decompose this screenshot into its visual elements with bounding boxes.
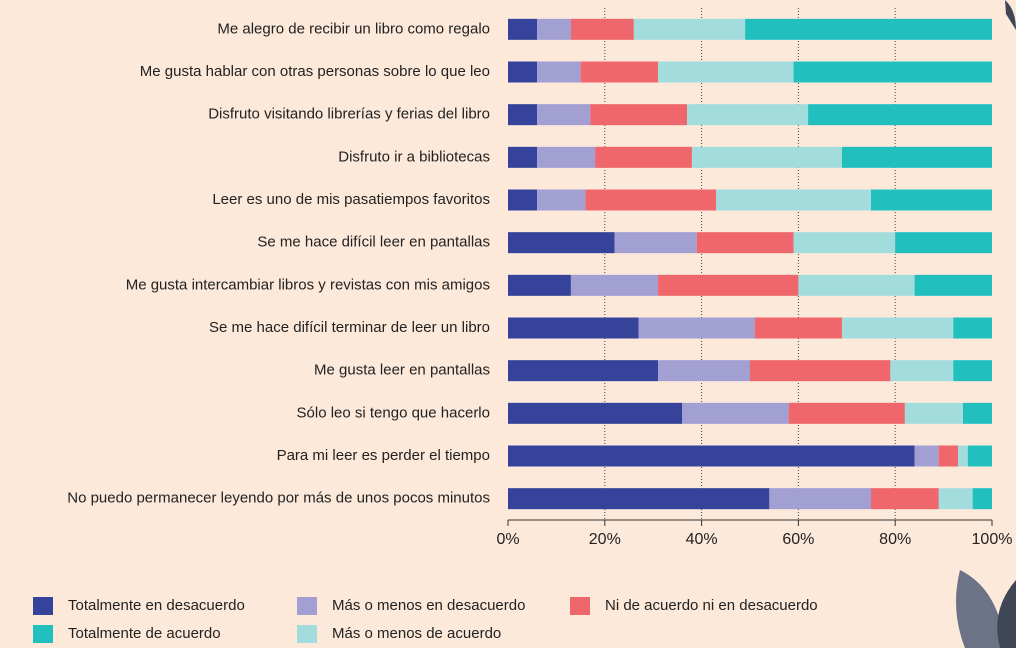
bar-segment <box>537 61 581 83</box>
y-tick-label: Se me hace difícil leer en pantallas <box>257 234 490 251</box>
bar-segment <box>904 402 963 424</box>
leaf <box>1005 0 1016 30</box>
x-tick-label: 0% <box>496 531 519 548</box>
bar-segment <box>696 232 794 254</box>
y-tick-label: Se me hace difícil terminar de leer un l… <box>209 319 490 336</box>
bar-segment <box>508 104 538 126</box>
bar-segment <box>914 274 992 296</box>
bar-segment <box>633 18 746 40</box>
bar-segment <box>793 61 992 83</box>
bar-segment <box>508 18 538 40</box>
bar-segment <box>508 61 538 83</box>
legend-swatch <box>33 597 53 615</box>
legend-label: Más o menos de acuerdo <box>332 625 501 642</box>
bar-segment <box>687 104 809 126</box>
bar-segment <box>788 402 905 424</box>
bar-segment <box>537 104 591 126</box>
bar-segment <box>658 61 794 83</box>
y-tick-label: Disfruto visitando librerías y ferias de… <box>208 106 490 123</box>
bar-segment <box>537 146 596 168</box>
bar-segment <box>595 146 692 168</box>
bar-segment <box>754 317 842 339</box>
bar-segment <box>537 189 586 211</box>
bar-segment <box>841 146 992 168</box>
y-tick-label: Para mi leer es perder el tiempo <box>277 447 490 464</box>
bar-segment <box>890 360 954 382</box>
bar-segment <box>590 104 688 126</box>
bar-segment <box>638 317 755 339</box>
bar-segment <box>537 18 571 40</box>
bar-segment <box>953 360 992 382</box>
y-tick-label: Me alegro de recibir un libro como regal… <box>217 20 490 37</box>
legend-swatch <box>297 597 317 615</box>
bar-segment <box>691 146 842 168</box>
bar-segment <box>508 402 683 424</box>
bar-segment <box>841 317 954 339</box>
bar-segment <box>508 146 538 168</box>
bar-segment <box>808 104 992 126</box>
legend-label: Ni de acuerdo ni en desacuerdo <box>605 597 818 614</box>
x-tick-label: 40% <box>686 531 718 548</box>
y-tick-label: Me gusta hablar con otras personas sobre… <box>140 63 490 80</box>
bar-segment <box>962 402 992 424</box>
bar-segment <box>580 61 659 83</box>
x-tick-label: 100% <box>972 531 1013 548</box>
bar-segment <box>938 445 959 467</box>
legend-label: Totalmente en desacuerdo <box>68 597 245 614</box>
legend-label: Totalmente de acuerdo <box>68 625 221 642</box>
bar-segment <box>871 189 992 211</box>
leaf <box>997 580 1016 648</box>
bar-segment <box>972 488 992 510</box>
bar-segment <box>745 18 992 40</box>
y-tick-label: Me gusta intercambiar libros y revistas … <box>126 276 490 293</box>
bar-segment <box>871 488 939 510</box>
bar-segment <box>508 488 770 510</box>
bar-segment <box>798 274 915 296</box>
x-tick-label: 20% <box>589 531 621 548</box>
bar-segment <box>769 488 871 510</box>
bar-segment <box>508 445 915 467</box>
bar-segment <box>895 232 992 254</box>
bar-segment <box>508 232 615 254</box>
bar-segment <box>585 189 717 211</box>
y-tick-label: Sólo leo si tengo que hacerlo <box>297 404 490 421</box>
legend-swatch <box>570 597 590 615</box>
bar-segment <box>682 402 789 424</box>
y-tick-label: No puedo permanecer leyendo por más de u… <box>67 490 490 507</box>
decoration <box>956 0 1016 648</box>
legend-swatch <box>33 625 53 643</box>
bar-segment <box>658 274 799 296</box>
y-tick-label: Leer es uno de mis pasatiempos favoritos <box>212 191 490 208</box>
leaf <box>956 570 1005 648</box>
bar-segment <box>508 189 538 211</box>
bar-segment <box>508 360 659 382</box>
bar-segment <box>508 274 571 296</box>
bar-segment <box>716 189 871 211</box>
x-tick-label: 80% <box>879 531 911 548</box>
bar-segment <box>914 445 939 467</box>
bar-segment <box>953 317 992 339</box>
bar-segment <box>658 360 750 382</box>
bar-segment <box>938 488 973 510</box>
x-tick-label: 60% <box>782 531 814 548</box>
legend-swatch <box>297 625 317 643</box>
bar-segment <box>967 445 992 467</box>
bar-segment <box>793 232 896 254</box>
bar-segment <box>750 360 891 382</box>
bar-segment <box>958 445 968 467</box>
y-tick-label: Me gusta leer en pantallas <box>314 362 490 379</box>
bar-segment <box>508 317 639 339</box>
bar-segment <box>570 274 659 296</box>
y-tick-label: Disfruto ir a bibliotecas <box>338 148 490 165</box>
bar-segment <box>614 232 697 254</box>
bar-segment <box>570 18 634 40</box>
legend-label: Más o menos en desacuerdo <box>332 597 525 614</box>
